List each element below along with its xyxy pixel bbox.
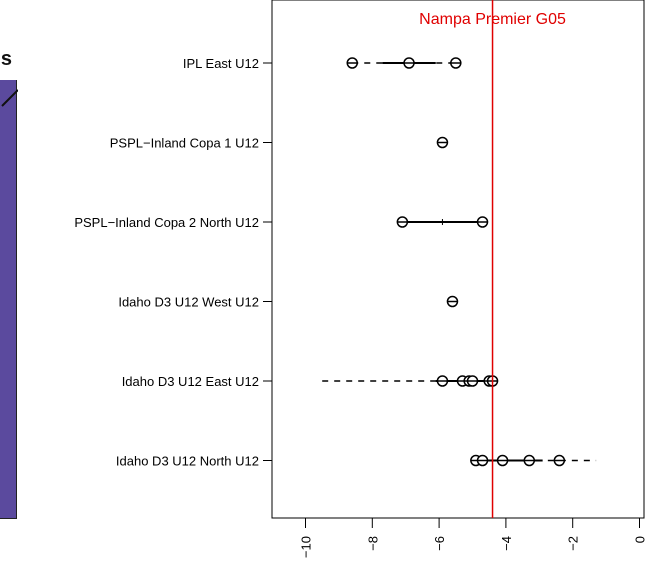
forest-row xyxy=(346,57,462,69)
forest-row xyxy=(470,454,597,467)
data-rows xyxy=(322,57,597,467)
left-fragment-title: ths xyxy=(0,48,12,70)
forest-row xyxy=(446,295,459,308)
forest-row xyxy=(396,216,489,228)
x-tick-label: −4 xyxy=(499,536,514,551)
y-tick-label: PSPL−Inland Copa 1 U12 xyxy=(110,136,259,151)
y-tick-label: Idaho D3 U12 North U12 xyxy=(116,454,259,469)
forest-row xyxy=(436,136,449,149)
y-tick-label: Idaho D3 U12 East U12 xyxy=(122,374,259,389)
x-axis: −10 −8 −6 −4 −2 0 xyxy=(299,517,648,558)
y-tick-label: Idaho D3 U12 West U12 xyxy=(118,295,259,310)
y-tick-label: PSPL−Inland Copa 2 North U12 xyxy=(74,215,259,230)
left-fragment-line xyxy=(1,89,18,107)
reference-line-group: Nampa Premier G05 xyxy=(419,0,566,518)
forest-row xyxy=(322,375,499,387)
x-tick-label: 0 xyxy=(633,536,648,543)
reference-line-label: Nampa Premier G05 xyxy=(419,11,566,28)
x-tick-label: −6 xyxy=(432,536,447,551)
plot-frame xyxy=(271,0,645,519)
left-panel-fragment: ths xyxy=(0,0,18,574)
left-fragment-plot-area xyxy=(0,80,17,519)
x-tick-label: −8 xyxy=(365,536,380,551)
y-axis: IPL East U12 PSPL−Inland Copa 1 U12 PSPL−I… xyxy=(74,56,272,469)
x-tick-label: −10 xyxy=(299,536,314,558)
y-tick-label: IPL East U12 xyxy=(183,56,259,71)
x-tick-label: −2 xyxy=(566,536,581,551)
